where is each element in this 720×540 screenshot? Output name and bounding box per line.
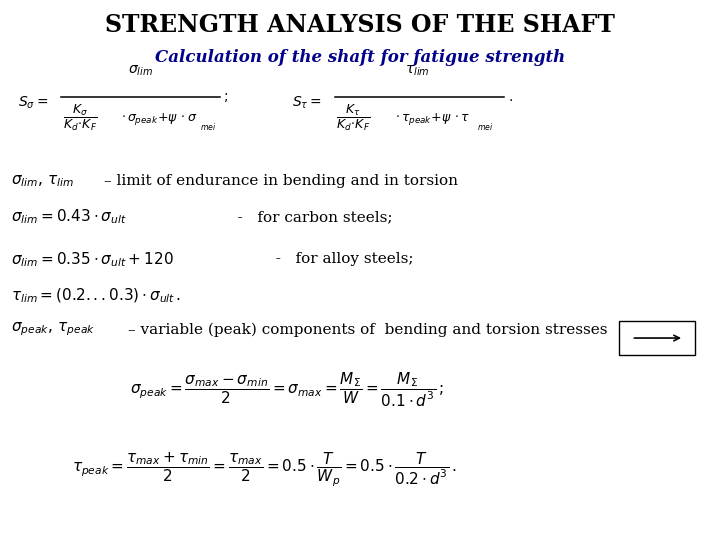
Text: Calculation of the shaft for fatigue strength: Calculation of the shaft for fatigue str…	[155, 49, 565, 65]
Text: – variable (peak) components of  bending and torsion stresses: – variable (peak) components of bending …	[128, 322, 608, 336]
FancyBboxPatch shape	[619, 321, 695, 355]
Text: $\tau_{lim} = (0.2...0.3)\cdot\sigma_{ult}\,.$: $\tau_{lim} = (0.2...0.3)\cdot\sigma_{ul…	[11, 287, 181, 305]
Text: $S_{\sigma} =$: $S_{\sigma} =$	[18, 94, 48, 111]
Text: $\sigma_{lim} = 0.35\cdot\sigma_{ult} + 120$: $\sigma_{lim} = 0.35\cdot\sigma_{ult} + …	[11, 250, 174, 268]
Text: – limit of endurance in bending and in torsion: – limit of endurance in bending and in t…	[104, 174, 459, 188]
Text: $\sigma_{peak},\,\tau_{peak}$: $\sigma_{peak},\,\tau_{peak}$	[11, 321, 95, 338]
Text: $\dfrac{K_{\tau}}{K_{d}\!\cdot\! K_{F}}$: $\dfrac{K_{\tau}}{K_{d}\!\cdot\! K_{F}}$	[336, 103, 371, 133]
Text: -   for alloy steels;: - for alloy steels;	[266, 252, 414, 266]
Text: $\sigma_{peak} = \dfrac{\sigma_{max}-\sigma_{min}}{2} = \sigma_{max} = \dfrac{M_: $\sigma_{peak} = \dfrac{\sigma_{max}-\si…	[130, 371, 444, 409]
Text: $.$: $.$	[508, 90, 513, 104]
Text: $\cdot\,\tau_{peak}\!+\!\psi\,\cdot\tau$: $\cdot\,\tau_{peak}\!+\!\psi\,\cdot\tau$	[395, 111, 469, 127]
Text: $\sigma_{lim}$: $\sigma_{lim}$	[128, 64, 153, 78]
Text: STRENGTH ANALYSIS OF THE SHAFT: STRENGTH ANALYSIS OF THE SHAFT	[105, 14, 615, 37]
Text: $\tau_{lim}$: $\tau_{lim}$	[405, 64, 430, 78]
Text: $\sigma_{lim},\,\tau_{lim}$: $\sigma_{lim},\,\tau_{lim}$	[11, 173, 74, 189]
Text: $;$: $;$	[223, 90, 228, 104]
Text: -   for carbon steels;: - for carbon steels;	[223, 210, 392, 224]
Text: $S_{\tau} =$: $S_{\tau} =$	[292, 94, 322, 111]
Text: $_{mei}$: $_{mei}$	[477, 122, 493, 134]
Text: $\tau_{peak} = \dfrac{\tau_{max}+\tau_{min}}{2} = \dfrac{\tau_{max}}{2} = 0.5\cd: $\tau_{peak} = \dfrac{\tau_{max}+\tau_{m…	[72, 451, 456, 489]
Text: $\sigma_{lim} = 0.43\cdot\sigma_{ult}$: $\sigma_{lim} = 0.43\cdot\sigma_{ult}$	[11, 208, 127, 226]
Text: $\cdot\,\sigma_{peak}\!+\!\psi\,\cdot\sigma$: $\cdot\,\sigma_{peak}\!+\!\psi\,\cdot\si…	[121, 111, 197, 127]
Text: $_{mei}$: $_{mei}$	[200, 122, 217, 134]
Text: $\dfrac{K_{\sigma}}{K_{d}\!\cdot\! K_{F}}$: $\dfrac{K_{\sigma}}{K_{d}\!\cdot\! K_{F}…	[63, 103, 98, 133]
